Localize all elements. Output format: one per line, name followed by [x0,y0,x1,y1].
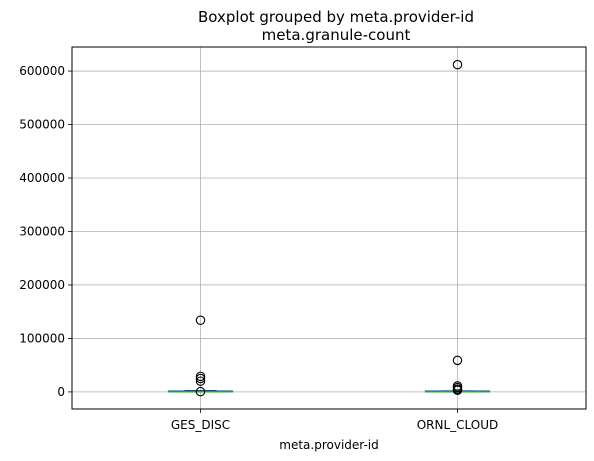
outlier-point [452,355,463,366]
x-tick-label: GES_DISC [171,418,230,432]
y-tick-label: 500000 [19,118,65,132]
box-layer [167,59,491,397]
outlier-point [195,376,206,386]
plot-frame [71,46,587,410]
y-tick-label: 600000 [19,64,65,78]
x-tick-label: ORNL_CLOUD [417,418,499,432]
outlier-point [452,385,463,396]
chart-title: meta.granule-count [262,26,411,44]
tick-layer: 0 100000 200000 300000 400000 500000 600000 GES… [19,64,498,432]
grid-layer [72,47,586,409]
x-axis-label: meta.provider-id [279,438,378,452]
y-tick-label: 200000 [19,278,65,292]
y-tick-label: 400000 [19,171,65,185]
y-tick-label: 100000 [19,331,65,345]
outlier-point [452,59,463,70]
outlier-point [195,315,206,325]
outlier-point [195,373,206,384]
y-tick-label: 300000 [19,224,65,238]
outlier-point [195,386,206,397]
chart-suptitle: Boxplot grouped by meta.provider-id [198,8,474,26]
y-tick-label: 0 [57,385,65,399]
